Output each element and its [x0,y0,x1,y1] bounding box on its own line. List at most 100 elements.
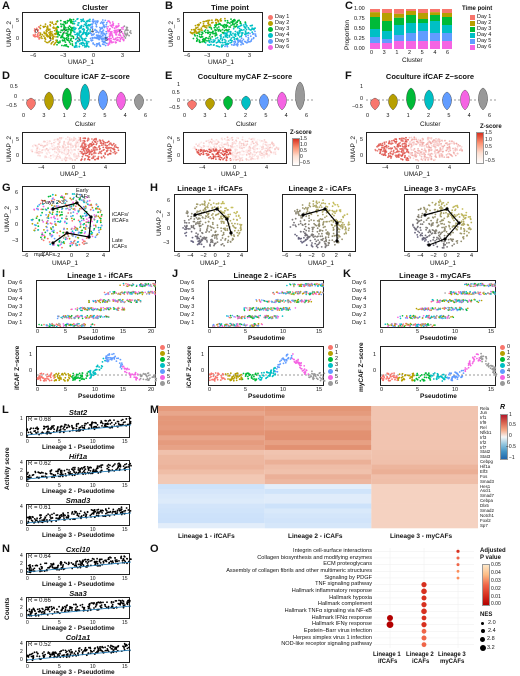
umap-point [64,40,66,42]
heat-point [93,155,95,157]
heat-point [230,146,232,148]
umap-point [86,46,88,48]
heat-point [65,147,67,149]
umap-point [233,37,235,39]
umap-point [251,38,253,40]
day-point [43,324,45,326]
umap-point [225,29,227,31]
day-point [120,300,122,302]
traj-point [70,216,72,218]
umap-point [212,39,214,41]
heat-point [67,146,69,148]
umap-point [199,36,201,38]
iDays-3: Day 3 [8,304,22,310]
lineage-point [207,225,209,227]
gXticks-tick-0: −6 [22,253,28,259]
lineage-point [327,244,329,246]
heat-point [434,159,436,161]
traj-point [64,221,66,223]
umap-point [65,23,67,25]
lineage-point [429,210,431,212]
hXticks1-tick-1: −4 [187,253,193,259]
lineage-point [348,229,350,231]
umap-point [110,38,112,40]
heat-point [90,151,92,153]
heat-point [93,153,95,155]
lineage-point [204,201,206,203]
lineage-point [425,211,427,213]
lineage-point [306,209,308,211]
lineage-point [319,242,321,244]
traj-point [100,210,102,212]
umap-point [240,35,242,37]
lineage-point [443,245,445,247]
heat-point [247,152,249,154]
heat-point [49,143,51,145]
umap-point [55,39,57,41]
day-point [90,326,92,328]
heat-point [96,147,98,149]
umap-point [106,28,108,30]
traj-point [46,217,48,219]
heat-point [195,143,197,145]
lineage-point [197,233,199,235]
lineage-point [300,223,302,225]
traj-point [31,220,33,222]
z-point [116,360,118,362]
heat-point [434,140,436,142]
panel-h-ytick-3: 6 [167,198,170,204]
violin [424,90,433,110]
lineage-point [188,219,190,221]
heat-point [413,136,415,138]
traj-point [93,214,95,216]
panel-a-title: Cluster [40,3,150,12]
heat-point [406,141,408,143]
lineage-point [296,235,298,237]
lineage-node [215,207,218,210]
lineage-point [209,225,211,227]
lineage-point [294,224,296,226]
heat-point [422,159,424,161]
panel-e-ytick-0: 1 [177,82,180,88]
lineage-point [461,224,463,226]
umap-point [243,39,245,41]
traj-point [75,236,77,238]
umap-point [73,19,75,21]
umap-point [245,31,247,33]
heat-point [218,141,220,143]
heat-point [255,152,257,154]
lineage-point [238,215,240,217]
umap-point [226,22,228,24]
umap-point [220,38,222,40]
heat-point [396,154,398,156]
lineage-point [443,223,445,225]
umap-point [224,20,226,22]
traj-point [55,224,57,226]
heat-point [47,149,49,151]
heat-point [236,141,238,143]
lineage-point [457,205,459,207]
day-point [73,318,75,320]
panel-f-umap-ytick-0: 0 [360,153,363,159]
umap-point [243,24,245,26]
umap-point [218,26,220,28]
lineage-point [348,221,350,223]
lineage-point [212,223,214,225]
lineage-point [304,232,306,234]
heat-point [271,147,273,149]
heat-point [84,150,86,152]
lineage-point [235,213,237,215]
lineage-point [204,217,206,219]
day-point [150,285,152,287]
bar-seg [418,9,428,13]
lineage-point [312,231,314,233]
heat-point [247,141,249,143]
panel-f-cbar-tick-1: 1.0 [485,137,492,143]
bar-seg [394,14,404,18]
traj-point [53,217,55,219]
umap-point [115,42,117,44]
lineage-point [237,235,239,237]
lineage-point [431,233,433,235]
umap-point [70,43,72,45]
lineage-point [342,226,344,228]
